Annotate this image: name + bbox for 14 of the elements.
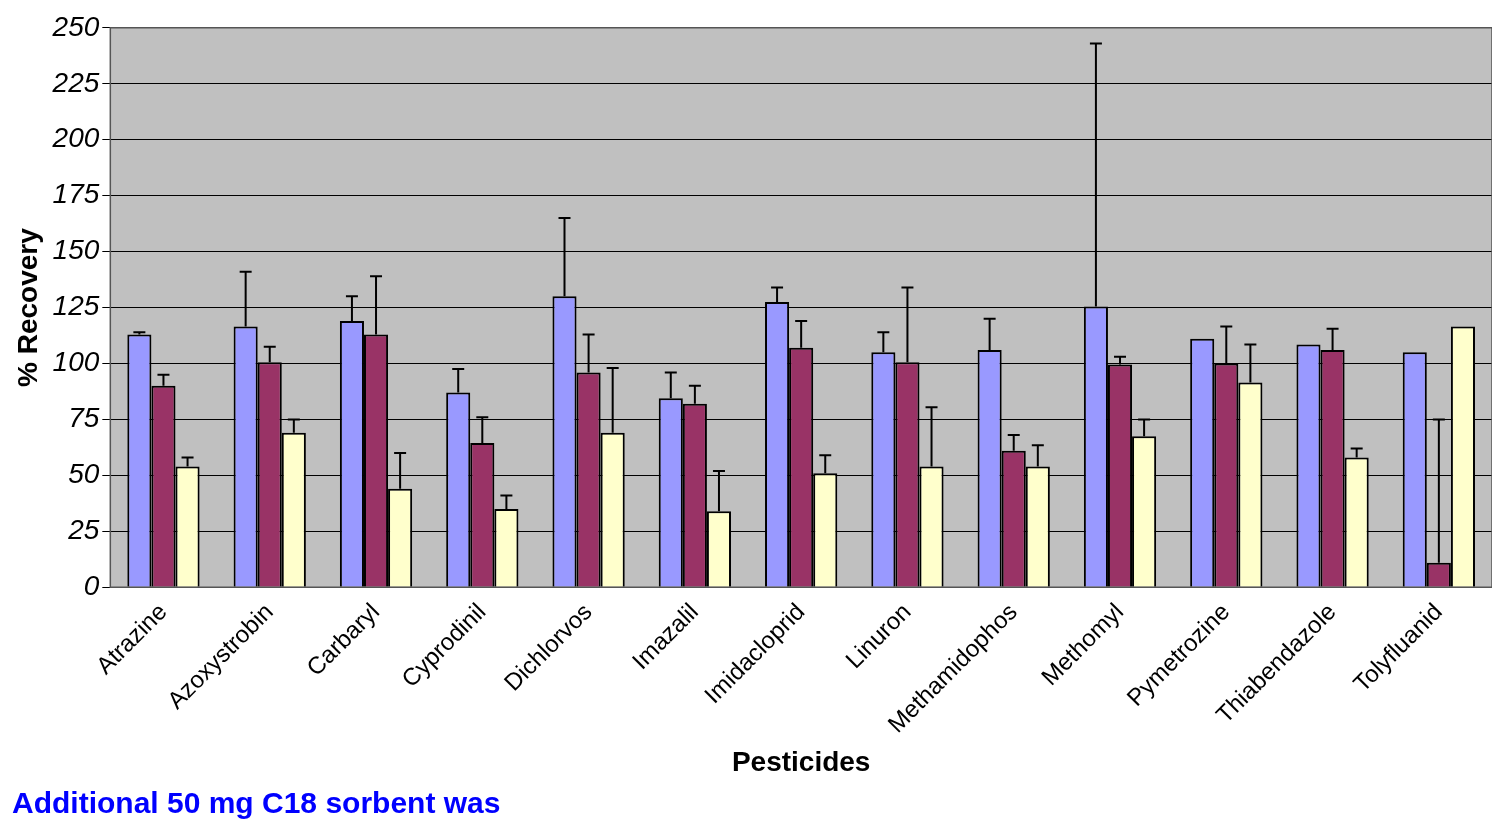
y-tick-label: 0 (83, 570, 100, 602)
y-tick-label: 100 (52, 346, 100, 378)
y-tick-label: 250 (51, 10, 100, 42)
y-tick-label: 50 (68, 458, 100, 490)
y-tick-label: 175 (52, 178, 100, 210)
y-tick-label: 25 (67, 514, 100, 546)
y-tick-label: 200 (51, 122, 100, 154)
y-tick-label: 75 (68, 402, 100, 434)
y-tick-label: 125 (52, 290, 100, 322)
y-tick-label: 150 (52, 234, 100, 266)
y-axis-title: % Recovery (11, 227, 43, 387)
y-tick-label: 225 (51, 66, 100, 98)
text: Additional 50 mg C18 sorbent was (12, 786, 501, 820)
x-axis-title: Pesticides (731, 745, 871, 777)
